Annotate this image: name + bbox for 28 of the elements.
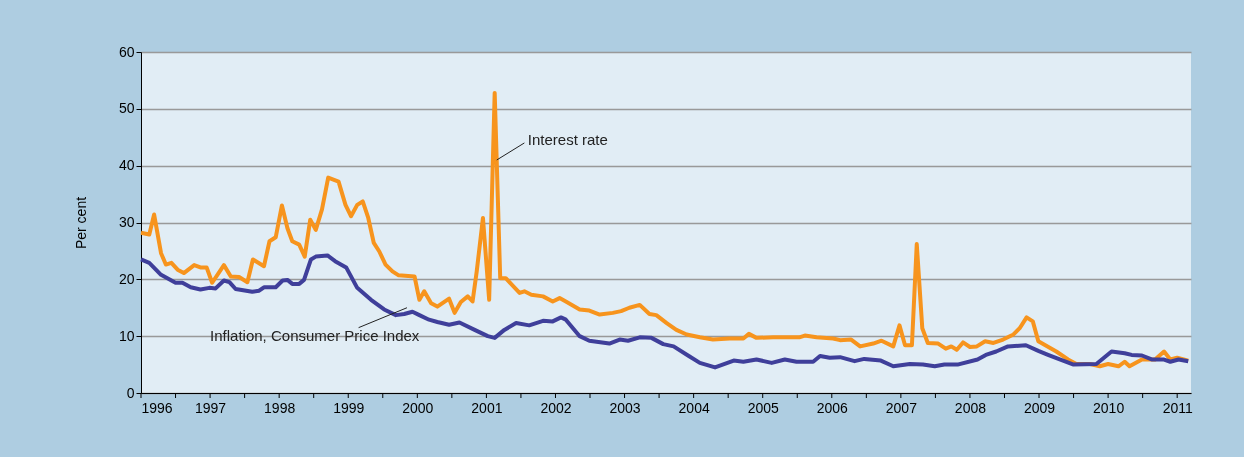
x-tick-label: 2003 (609, 399, 641, 416)
x-tick-label: 2010 (1093, 399, 1125, 416)
x-tick-label: 2011 (1162, 399, 1193, 416)
x-tick-label: 1997 (195, 399, 227, 416)
x-tick-label: 1998 (264, 399, 296, 416)
y-tick-label: 50 (118, 100, 135, 117)
y-tick-label: 20 (118, 270, 135, 287)
x-tick-label: 2004 (678, 399, 710, 416)
x-tick-label: 2007 (885, 399, 918, 416)
x-tick-label: 1999 (333, 399, 365, 416)
line-series (139, 253, 1191, 370)
y-tick-label: 0 (126, 384, 135, 401)
y-tick-label: 40 (118, 157, 135, 174)
line-series (139, 90, 1191, 369)
x-tick-label: 2009 (1023, 399, 1056, 416)
y-tick-label: 30 (118, 214, 135, 230)
y-axis-title: Per cent (72, 196, 89, 250)
x-tick-label: 2002 (540, 399, 572, 416)
x-tick-label: 2001 (471, 399, 503, 416)
x-tick-label: 2005 (747, 399, 779, 416)
y-tick-label: 60 (118, 43, 135, 60)
x-tick-label: 1996 (141, 399, 173, 416)
x-tick-label: 2008 (954, 399, 987, 416)
y-tick-label: 10 (118, 327, 135, 344)
series-label: Inflation, Consumer Price Index (210, 327, 420, 345)
x-tick-label: 2000 (402, 399, 434, 416)
x-tick-label: 2006 (816, 399, 849, 416)
text: Interest rate (527, 131, 608, 149)
